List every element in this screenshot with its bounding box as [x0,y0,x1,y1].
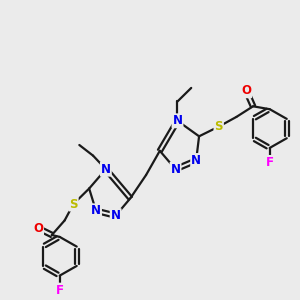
Text: S: S [214,120,223,133]
Text: F: F [56,284,64,297]
Text: S: S [69,197,78,211]
Text: N: N [101,163,111,176]
Text: N: N [170,163,181,176]
Text: N: N [91,204,101,217]
Text: O: O [33,222,43,235]
Text: O: O [241,84,251,97]
Text: F: F [266,156,274,169]
Text: N: N [111,209,121,222]
Text: N: N [191,154,201,167]
Text: N: N [172,114,182,127]
